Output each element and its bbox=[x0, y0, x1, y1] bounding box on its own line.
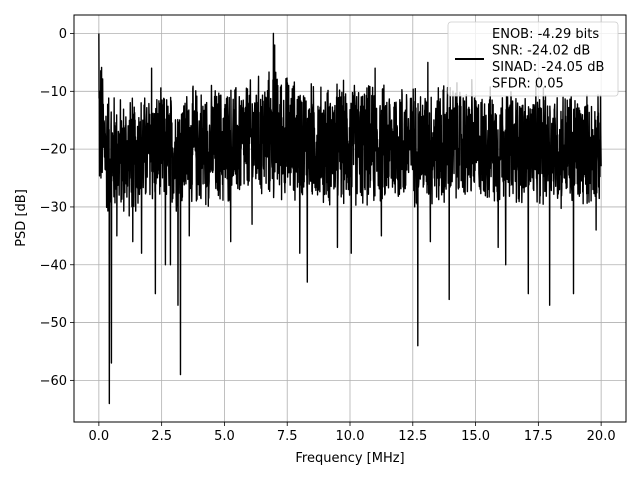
y-tick-label: −20 bbox=[40, 143, 67, 158]
x-tick-label: 15.0 bbox=[461, 429, 490, 444]
y-tick-label: −60 bbox=[40, 374, 67, 389]
y-tick-label: −40 bbox=[40, 258, 67, 273]
y-tick-label: −50 bbox=[40, 316, 67, 331]
y-tick-label: 0 bbox=[59, 27, 67, 42]
x-tick-label: 5.0 bbox=[214, 429, 235, 444]
x-tick-label: 7.5 bbox=[277, 429, 298, 444]
legend-box bbox=[447, 21, 619, 97]
psd-series-line bbox=[98, 32, 602, 405]
y-tick-label: −30 bbox=[40, 200, 67, 215]
plot-area bbox=[98, 32, 602, 405]
x-axis-label: Frequency [MHz] bbox=[295, 451, 404, 466]
y-axis-label: PSD [dB] bbox=[14, 189, 29, 247]
legend-text-line: SINAD: -24.05 dB bbox=[492, 60, 604, 75]
legend-text-line: ENOB: -4.29 bits bbox=[492, 27, 599, 42]
x-tick-label: 10.0 bbox=[336, 429, 365, 444]
x-axis: 0.0 2.5 5.0 7.5 10.0 12.5 15.0 17.5 20.0 bbox=[89, 422, 616, 444]
x-tick-label: 17.5 bbox=[524, 429, 553, 444]
y-axis: 0 −10 −20 −30 −40 −50 −60 bbox=[40, 27, 74, 389]
x-tick-label: 12.5 bbox=[398, 429, 427, 444]
x-tick-label: 20.0 bbox=[587, 429, 616, 444]
x-tick-label: 2.5 bbox=[151, 429, 172, 444]
legend-text-line: SNR: -24.02 dB bbox=[492, 44, 590, 59]
legend-text-line: SFDR: 0.05 bbox=[492, 77, 564, 92]
x-tick-label: 0.0 bbox=[89, 429, 110, 444]
y-tick-label: −10 bbox=[40, 85, 67, 100]
